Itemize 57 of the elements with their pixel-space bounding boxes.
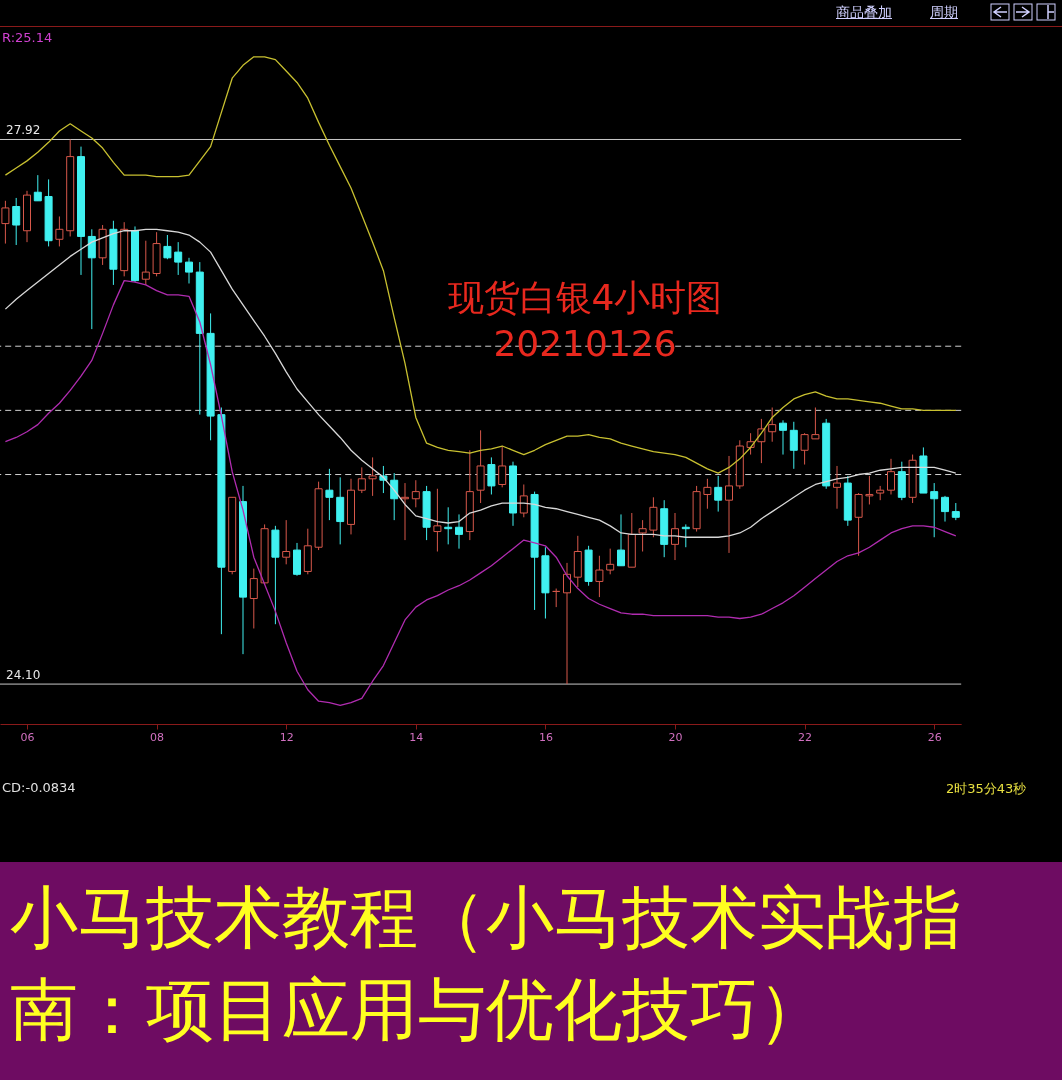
candlestick <box>487 456 496 495</box>
candlestick <box>703 478 712 510</box>
candlestick <box>498 445 507 488</box>
candlestick <box>865 475 874 505</box>
x-tick-label: 26 <box>927 730 942 744</box>
candlestick <box>930 482 939 538</box>
candlestick <box>455 513 463 550</box>
candlestick <box>779 419 787 456</box>
text: 现货白银4小时图 <box>446 276 724 320</box>
x-tick-label: 08 <box>150 730 165 744</box>
candlestick <box>800 432 809 466</box>
candlestick <box>163 234 172 260</box>
text: CD:-0.0834 <box>2 780 76 795</box>
candlestick <box>141 240 150 286</box>
candlestick <box>411 479 420 508</box>
candlestick <box>433 488 442 552</box>
candlestick <box>174 241 183 276</box>
candlestick <box>87 228 96 330</box>
text: 小马技术教程（小马技术实战指南：项目应用与优化技巧） <box>10 877 963 1051</box>
x-tick-label: 06 <box>20 730 35 744</box>
x-tick-label: 16 <box>538 730 553 744</box>
candlestick <box>638 519 647 552</box>
candlestick <box>725 455 733 554</box>
candlestick <box>887 458 895 495</box>
text: 2时35分43秒 <box>946 780 1027 798</box>
candlestick <box>606 548 615 575</box>
ref-line-label: 27.92 <box>6 123 41 138</box>
x-tick-label: 22 <box>798 730 813 744</box>
candlestick <box>563 562 571 685</box>
candlestick <box>357 466 366 494</box>
candlestick <box>249 568 258 629</box>
annotation: R:25.14 <box>2 30 53 45</box>
candlestick <box>649 496 658 538</box>
text: 周期 <box>930 4 958 22</box>
candlestick <box>833 465 841 510</box>
x-tick-label: 12 <box>279 730 294 744</box>
text: 20210126 <box>492 322 678 366</box>
candlestick <box>595 555 604 598</box>
candlestick <box>941 495 949 523</box>
candlestick <box>854 492 863 557</box>
candlestick <box>617 513 625 567</box>
text: 商品叠加 <box>836 4 892 22</box>
candlestick <box>811 407 820 440</box>
x-tick-label: 14 <box>409 730 424 744</box>
candlestick <box>789 421 798 470</box>
candlestick <box>12 197 21 246</box>
candlestick <box>282 519 291 565</box>
candlestick <box>185 257 193 284</box>
ref-line-label: 24.10 <box>6 668 41 683</box>
x-tick-label: 20 <box>668 730 683 744</box>
candlestick <box>55 215 64 247</box>
candlestick <box>325 468 334 521</box>
candlestick <box>368 456 377 497</box>
candlestick <box>714 475 723 513</box>
candlestick <box>33 174 42 202</box>
candlestick <box>768 407 777 443</box>
candlestick <box>671 512 679 561</box>
